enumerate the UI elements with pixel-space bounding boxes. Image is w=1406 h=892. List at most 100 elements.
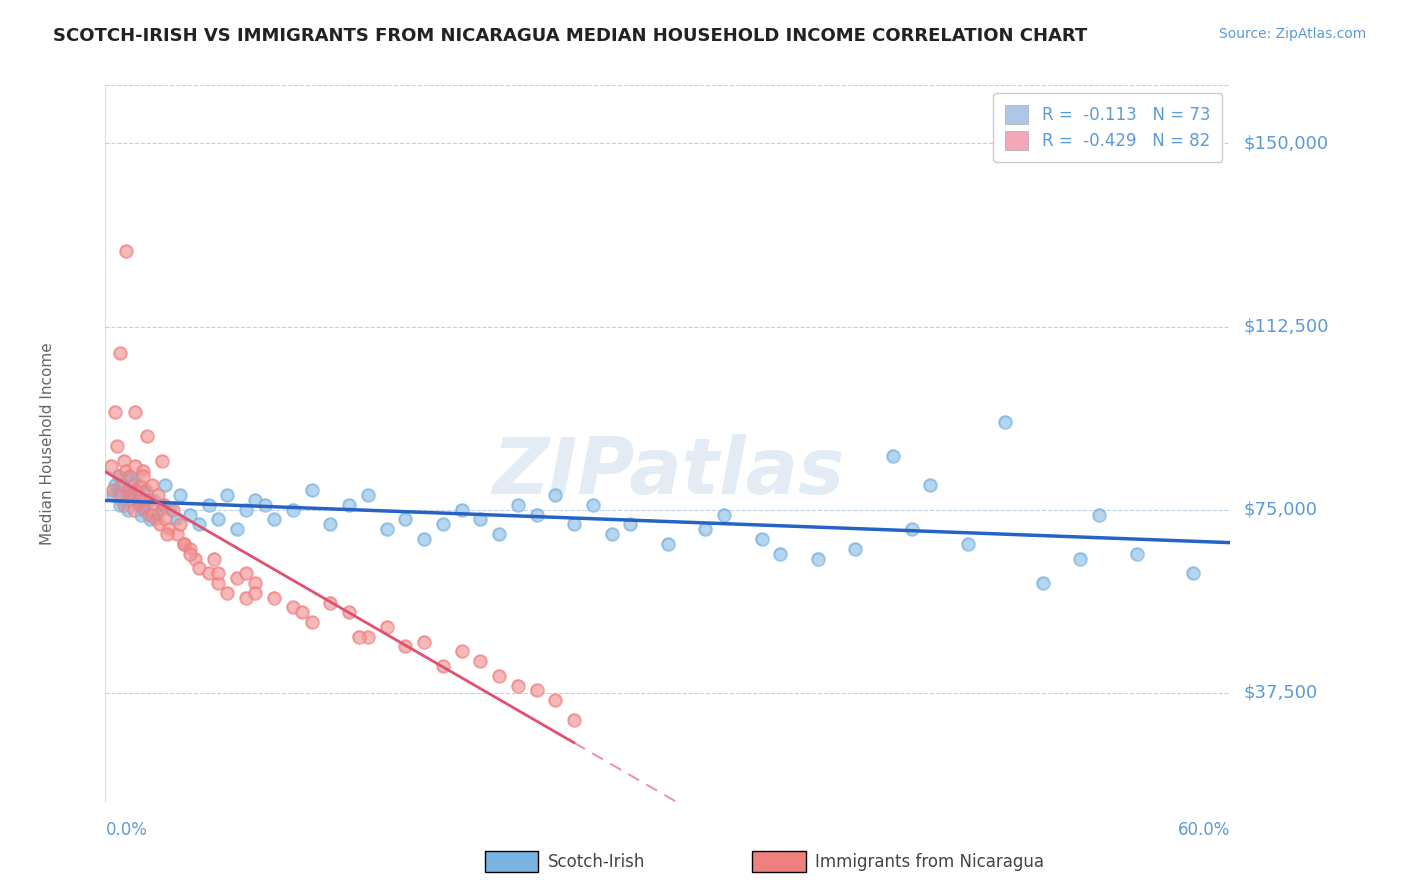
Point [122,478,145,492]
Point [562,517,585,532]
Point [141,478,163,492]
Point [145,512,167,526]
Point [132,502,155,516]
Point [807,551,830,566]
Point [146,508,169,522]
Point [138,508,160,522]
Point [1088,508,1111,522]
Point [488,527,510,541]
Point [488,669,510,683]
Point [139,512,162,526]
Point [166,527,188,541]
Point [110,488,132,502]
Point [450,644,472,658]
Point [1181,566,1204,581]
Point [245,586,267,600]
Point [118,468,141,483]
Point [112,478,135,492]
Point [235,566,257,581]
Point [235,591,257,605]
Point [115,488,138,502]
Point [118,468,141,483]
Point [413,532,436,546]
Point [394,512,416,526]
Point [235,591,257,605]
Point [225,571,247,585]
Point [118,468,141,483]
Point [657,537,679,551]
Point [132,492,155,507]
Point [562,713,585,727]
Point [281,502,304,516]
Point [143,498,166,512]
Point [291,605,314,619]
Point [173,537,195,551]
Point [155,478,177,492]
Point [122,483,145,498]
Point [132,468,155,483]
Point [100,458,122,473]
Point [600,527,623,541]
Point [107,468,129,483]
Point [807,551,830,566]
Point [115,244,138,258]
Point [127,483,149,498]
Point [150,498,173,512]
Point [337,498,360,512]
Point [115,488,138,502]
Point [217,488,239,502]
Point [488,527,510,541]
Point [245,576,267,591]
Point [124,474,146,488]
Point [127,492,149,507]
Point [562,713,585,727]
Point [263,591,285,605]
Point [169,517,191,532]
Point [117,483,139,498]
Point [128,492,150,507]
Text: Source: ZipAtlas.com: Source: ZipAtlas.com [1219,27,1367,41]
Point [100,458,122,473]
Point [141,508,163,522]
Point [129,478,152,492]
Point [156,527,179,541]
Point [197,498,219,512]
Point [225,522,247,536]
Point [132,492,155,507]
Point [544,693,567,707]
Point [1125,547,1147,561]
Point [956,537,979,551]
Point [121,488,143,502]
Text: $37,500: $37,500 [1244,684,1317,702]
Point [179,541,201,556]
Point [394,640,416,654]
Point [104,478,127,492]
Point [179,547,201,561]
Point [544,488,567,502]
Point [124,474,146,488]
Point [132,468,155,483]
Point [882,449,904,463]
Point [253,498,276,512]
Point [337,498,360,512]
Point [146,488,169,502]
Point [207,566,229,581]
Point [110,346,132,360]
Point [263,591,285,605]
Point [121,488,143,502]
Point [217,586,239,600]
Point [111,492,134,507]
Point [118,488,141,502]
Point [117,483,139,498]
Point [900,522,922,536]
Point [169,517,191,532]
Point [319,595,342,609]
Point [488,669,510,683]
Text: 0.0%: 0.0% [105,821,148,838]
Point [162,502,184,516]
Point [920,478,942,492]
Point [413,634,436,648]
Point [357,630,380,644]
Point [134,502,156,516]
Point [207,566,229,581]
